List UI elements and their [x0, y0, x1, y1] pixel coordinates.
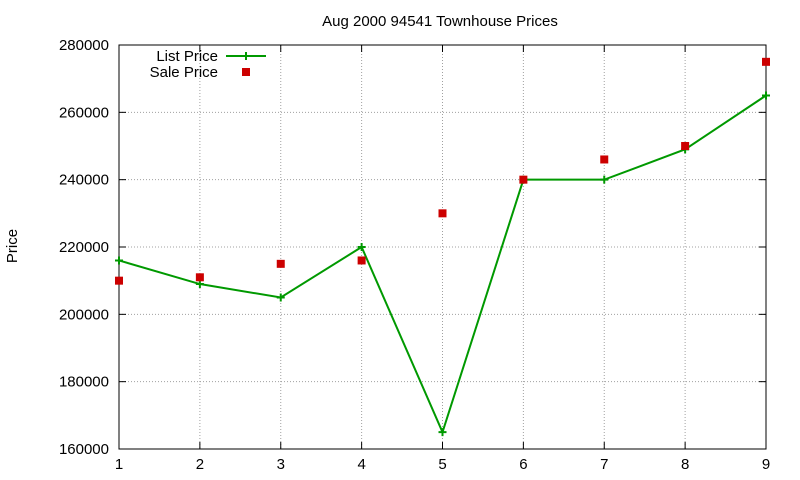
square-marker	[519, 175, 528, 184]
y-tick-label: 200000	[59, 306, 109, 323]
x-axis-ticks: 1 2 3 4 5 6 7 8 9	[115, 45, 770, 473]
legend-square-marker	[242, 68, 250, 76]
y-tick-label: 180000	[59, 374, 109, 391]
x-tick-label: 2	[196, 456, 204, 473]
y-tick-label: 240000	[59, 172, 109, 189]
square-marker	[600, 155, 609, 164]
x-tick-label: 8	[681, 456, 689, 473]
square-marker	[276, 259, 285, 268]
y-tick-label: 160000	[59, 441, 109, 458]
y-tick-label: 220000	[59, 239, 109, 256]
plus-marker	[357, 243, 366, 251]
square-marker	[681, 142, 690, 150]
plus-marker	[115, 256, 123, 265]
x-tick-label: 6	[519, 456, 527, 473]
series-sale-price	[115, 57, 770, 285]
square-marker	[438, 209, 447, 218]
x-tick-label: 3	[277, 456, 285, 473]
plus-marker	[276, 293, 285, 302]
square-marker	[115, 276, 123, 285]
grid	[119, 45, 766, 449]
plus-marker	[762, 91, 770, 100]
y-tick-label: 280000	[59, 37, 109, 54]
square-marker	[195, 273, 204, 282]
plus-marker	[438, 428, 447, 437]
legend-label: Sale Price	[150, 64, 218, 81]
square-marker	[762, 57, 770, 66]
x-tick-label: 9	[762, 456, 770, 473]
plus-marker	[600, 175, 609, 184]
y-axis-label: Price	[4, 229, 21, 263]
y-tick-label: 260000	[59, 104, 109, 121]
series-layer	[115, 57, 770, 437]
x-tick-label: 7	[600, 456, 608, 473]
legend-label: List Price	[156, 48, 218, 65]
plus-marker	[195, 280, 204, 289]
x-tick-label: 1	[115, 456, 123, 473]
square-marker	[357, 256, 366, 265]
legend-plus-marker	[242, 52, 250, 60]
x-tick-label: 5	[438, 456, 446, 473]
y-axis-ticks: 160000 180000 200000 220000 240000 260000 2800…	[59, 37, 766, 458]
chart-title: Aug 2000 94541 Townhouse Prices	[322, 13, 558, 30]
x-tick-label: 4	[357, 456, 365, 473]
